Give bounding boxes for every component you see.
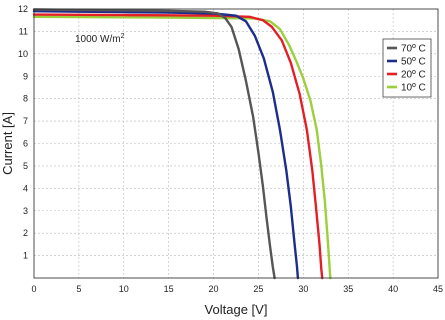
y-tick-label: 6 (23, 139, 28, 149)
legend: 70º C 50º C 20º C 10º C (382, 38, 432, 98)
x-tick-label: 45 (433, 284, 443, 294)
x-tick-label: 0 (31, 284, 36, 294)
y-tick-label: 10 (18, 49, 28, 59)
series-lines (32, 8, 332, 280)
series-line (32, 8, 276, 280)
y-tick-label: 8 (23, 94, 28, 104)
y-tick-label: 7 (23, 116, 28, 126)
y-tick-label: 9 (23, 71, 28, 81)
y-tick-label: 11 (19, 26, 28, 36)
y-tick-label: 3 (23, 206, 28, 216)
legend-label: 20º C (401, 70, 426, 81)
legend-label: 50º C (401, 57, 426, 68)
y-tick-label: 5 (23, 161, 28, 171)
y-tick-label: 4 (23, 183, 28, 193)
grid-lines (34, 9, 438, 278)
legend-label: 70º C (401, 44, 426, 55)
y-tick-label: 1 (23, 251, 28, 261)
series-line (32, 13, 324, 280)
irradiance-annotation-superscript: 2 (121, 33, 125, 40)
x-tick-label: 10 (119, 284, 129, 294)
x-tick-label: 30 (298, 284, 308, 294)
y-tick-label: 2 (23, 228, 28, 238)
y-axis-label: Current [A] (0, 112, 15, 175)
legend-label: 10º C (401, 83, 426, 94)
x-tick-label: 25 (253, 284, 263, 294)
x-tick-label: 20 (209, 284, 219, 294)
x-tick-label: 15 (164, 284, 174, 294)
series-line (32, 15, 332, 280)
y-tick-label: 12 (18, 4, 28, 14)
x-tick-label: 5 (76, 284, 81, 294)
legend-items: 70º C 50º C 20º C 10º C (387, 44, 426, 94)
x-tick-label: 35 (343, 284, 353, 294)
plot-frame (33, 8, 439, 279)
series-line (32, 10, 300, 280)
irradiance-annotation-main: 1000 W/m (75, 34, 121, 45)
x-axis-label: Voltage [V] (205, 302, 268, 317)
x-tick-label: 40 (388, 284, 398, 294)
irradiance-annotation: 1000 W/m2 (75, 33, 125, 45)
